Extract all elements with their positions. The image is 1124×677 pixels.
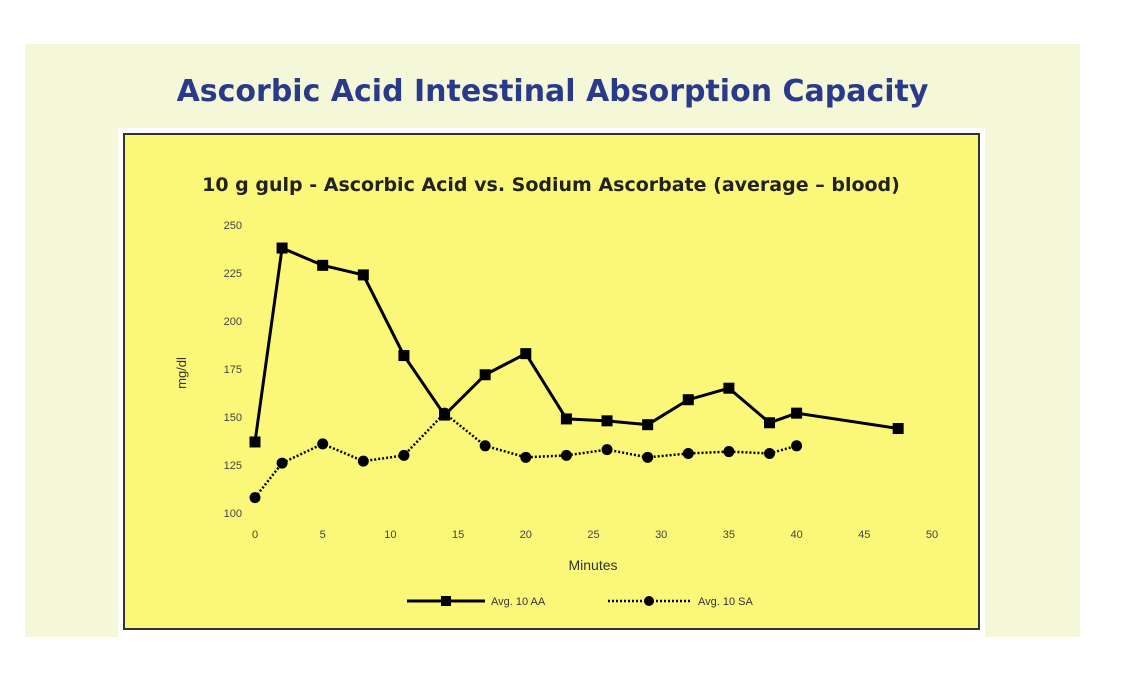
y-tick-label: 125 <box>224 460 242 472</box>
data-point-square <box>892 423 904 435</box>
data-point-circle <box>520 451 532 463</box>
series-line-2 <box>254 411 797 499</box>
data-point-square <box>682 394 694 406</box>
x-tick-label: 30 <box>655 529 667 541</box>
data-point-circle <box>357 455 369 467</box>
data-point-circle <box>439 407 451 419</box>
x-tick-label: 40 <box>790 529 802 541</box>
data-point-square <box>642 419 654 431</box>
y-tick-label: 250 <box>224 220 242 232</box>
data-point-square <box>601 415 613 427</box>
data-point-square <box>560 413 572 425</box>
data-point-circle <box>479 440 491 452</box>
chart-background <box>123 133 980 630</box>
data-point-circle <box>398 449 410 461</box>
x-tick-label: 10 <box>384 529 396 541</box>
legend-marker-square <box>441 596 451 606</box>
x-tick-label: 25 <box>587 529 599 541</box>
data-point-circle <box>682 447 694 459</box>
data-point-circle <box>642 451 654 463</box>
legend-label: Avg. 10 AA <box>491 596 546 608</box>
data-point-square <box>479 369 491 381</box>
x-tick-label: 20 <box>520 529 532 541</box>
data-point-square <box>317 259 329 271</box>
data-point-circle <box>276 457 288 469</box>
data-point-circle <box>249 492 261 504</box>
data-point-square <box>791 407 803 419</box>
x-axis-label: Minutes <box>568 557 617 573</box>
data-point-circle <box>764 447 776 459</box>
data-point-square <box>249 436 261 448</box>
line-chart: 10 g gulp - Ascorbic Acid vs. Sodium Asc… <box>123 133 980 630</box>
x-tick-label: 5 <box>320 529 326 541</box>
y-tick-label: 150 <box>224 412 242 424</box>
y-tick-label: 225 <box>224 268 242 280</box>
chart-container: 10 g gulp - Ascorbic Acid vs. Sodium Asc… <box>118 128 985 637</box>
x-tick-label: 50 <box>926 529 938 541</box>
y-tick-label: 200 <box>224 316 242 328</box>
x-tick-label: 35 <box>723 529 735 541</box>
series-line-1 <box>253 245 899 443</box>
data-point-square <box>723 382 735 394</box>
y-tick-label: 175 <box>224 364 242 376</box>
x-tick-label: 15 <box>452 529 464 541</box>
data-point-square <box>398 350 410 362</box>
data-point-circle <box>601 444 613 456</box>
data-point-square <box>357 269 369 281</box>
y-axis-label: mg/dl <box>174 357 189 389</box>
page-title: Ascorbic Acid Intestinal Absorption Capa… <box>176 74 929 109</box>
data-point-circle <box>317 438 329 450</box>
data-point-circle <box>791 440 803 452</box>
y-tick-label: 100 <box>224 508 242 520</box>
data-point-square <box>520 348 532 360</box>
legend-label: Avg. 10 SA <box>698 596 753 608</box>
chart-title: 10 g gulp - Ascorbic Acid vs. Sodium Asc… <box>202 174 900 196</box>
x-tick-label: 0 <box>252 529 258 541</box>
data-point-square <box>276 242 288 254</box>
data-point-circle <box>723 446 735 458</box>
data-point-circle <box>560 449 572 461</box>
slide-panel: Ascorbic Acid Intestinal Absorption Capa… <box>25 44 1080 637</box>
x-tick-label: 45 <box>858 529 870 541</box>
legend-marker-circle <box>644 596 654 606</box>
data-point-square <box>764 417 776 429</box>
